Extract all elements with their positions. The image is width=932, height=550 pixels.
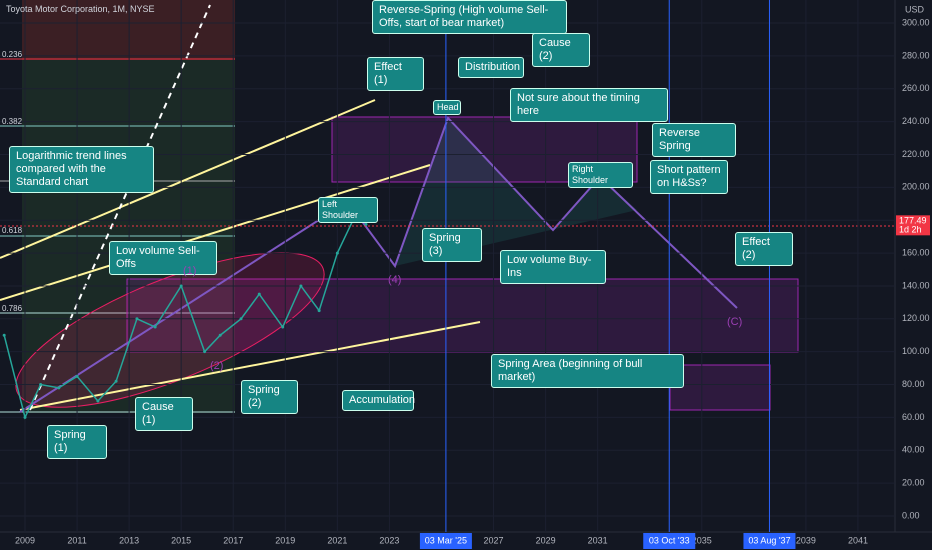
y-tick-label: 60.00 [902, 412, 925, 422]
price-point [179, 284, 183, 288]
y-tick-label: 260.00 [902, 83, 930, 93]
callout: Not sure about the timing here [510, 88, 668, 122]
date-box [643, 533, 696, 549]
y-tick-label: 0.00 [902, 510, 920, 520]
x-tick-label: 2015 [171, 535, 191, 545]
price-point [257, 292, 261, 296]
callout: Accumulation [342, 390, 415, 411]
date-box [743, 533, 796, 549]
y-tick-label: 240.00 [902, 116, 930, 126]
callout: Left Shoulder [318, 197, 378, 223]
wave-label: (4) [388, 274, 402, 286]
callout: Spring (3) [422, 228, 482, 262]
price-point [114, 379, 118, 383]
trend-line [19, 321, 481, 411]
y-tick-label: 120.00 [902, 313, 930, 323]
callout: Low volume Sell-Offs [109, 241, 217, 275]
price-point [364, 222, 368, 226]
price-point [203, 350, 207, 354]
price-point [23, 415, 27, 419]
price-point [239, 317, 243, 321]
callout: Logarithmic trend lines compared with th… [9, 146, 154, 193]
wave-label: (1) [183, 265, 197, 277]
x-tick-label: 2019 [275, 535, 295, 545]
callout: Effect (1) [367, 57, 424, 91]
fib-label: 0.382 [2, 117, 23, 126]
price-point [317, 309, 321, 313]
y-tick-label: 140.00 [902, 280, 930, 290]
fib-label: 0.618 [2, 226, 23, 235]
y-tick-label: 160.00 [902, 247, 930, 257]
date-label: 03 Aug '37 [748, 535, 790, 545]
pattern-line [349, 116, 738, 309]
x-tick-label: 2035 [692, 535, 712, 545]
price-tag-label: 177.49 [899, 216, 927, 226]
price-point [2, 333, 6, 337]
x-tick-label: 2009 [15, 535, 35, 545]
x-tick-label: 2013 [119, 535, 139, 545]
pattern-line [19, 199, 351, 413]
price-point [39, 383, 43, 387]
price-point [281, 325, 285, 329]
zone [22, 0, 235, 60]
price-point [75, 374, 79, 378]
x-tick-label: 2021 [327, 535, 347, 545]
date-box [419, 533, 472, 549]
x-tick-label: 2029 [536, 535, 556, 545]
currency: USD [905, 4, 925, 14]
x-tick-label: 2027 [484, 535, 504, 545]
trend-line [0, 99, 376, 259]
y-tick-label: 200.00 [902, 182, 930, 192]
trend-line [29, 4, 211, 411]
y-tick-label: 40.00 [902, 445, 925, 455]
fib-label: 0.786 [2, 304, 23, 313]
date-label: 03 Oct '33 [649, 535, 690, 545]
countdown: 1d 2h [899, 225, 922, 235]
wave-label: (2) [210, 360, 224, 372]
ellipse [15, 252, 325, 408]
wave-label: (C) [727, 316, 743, 328]
price-point [218, 333, 222, 337]
callout: Spring (2) [241, 380, 298, 414]
callout: Reverse Spring [652, 123, 736, 157]
callout: Low volume Buy-Ins [500, 250, 606, 284]
price-point [335, 251, 339, 255]
callout: Right Shoulder [568, 162, 633, 188]
callout: Spring Area (beginning of bull market) [491, 354, 684, 388]
box [126, 278, 799, 353]
box [669, 364, 771, 411]
callout: Reverse-Spring (High volume Sell-Offs, s… [372, 0, 567, 34]
price-point [299, 284, 303, 288]
price-point [135, 317, 139, 321]
price-point [57, 386, 61, 390]
callout: Head [433, 100, 461, 115]
callout: Effect (2) [735, 232, 793, 266]
callout: Short pattern on H&Ss? [650, 160, 728, 194]
price-tag [896, 215, 930, 236]
price-point [153, 325, 157, 329]
y-tick-label: 300.00 [902, 17, 930, 27]
callout: Spring (1) [47, 425, 107, 459]
y-tick-label: 100.00 [902, 346, 930, 356]
y-tick-label: 220.00 [902, 149, 930, 159]
fib-label: 0.236 [2, 50, 23, 59]
y-tick-label: 80.00 [902, 379, 925, 389]
x-tick-label: 2041 [848, 535, 868, 545]
date-label: 03 Mar '25 [425, 535, 467, 545]
x-tick-label: 2017 [223, 535, 243, 545]
y-tick-label: 280.00 [902, 50, 930, 60]
callout: Distribution [458, 57, 524, 78]
price-point [96, 399, 100, 403]
x-tick-label: 2023 [379, 535, 399, 545]
x-tick-label: 2039 [796, 535, 816, 545]
x-tick-label: 2011 [67, 535, 86, 545]
y-tick-label: 20.00 [902, 478, 925, 488]
callout: Cause (2) [532, 33, 590, 67]
callout: Cause (1) [135, 397, 193, 431]
x-tick-label: 2031 [588, 535, 608, 545]
chart-title: Toyota Motor Corporation, 1M, NYSE [6, 4, 155, 14]
